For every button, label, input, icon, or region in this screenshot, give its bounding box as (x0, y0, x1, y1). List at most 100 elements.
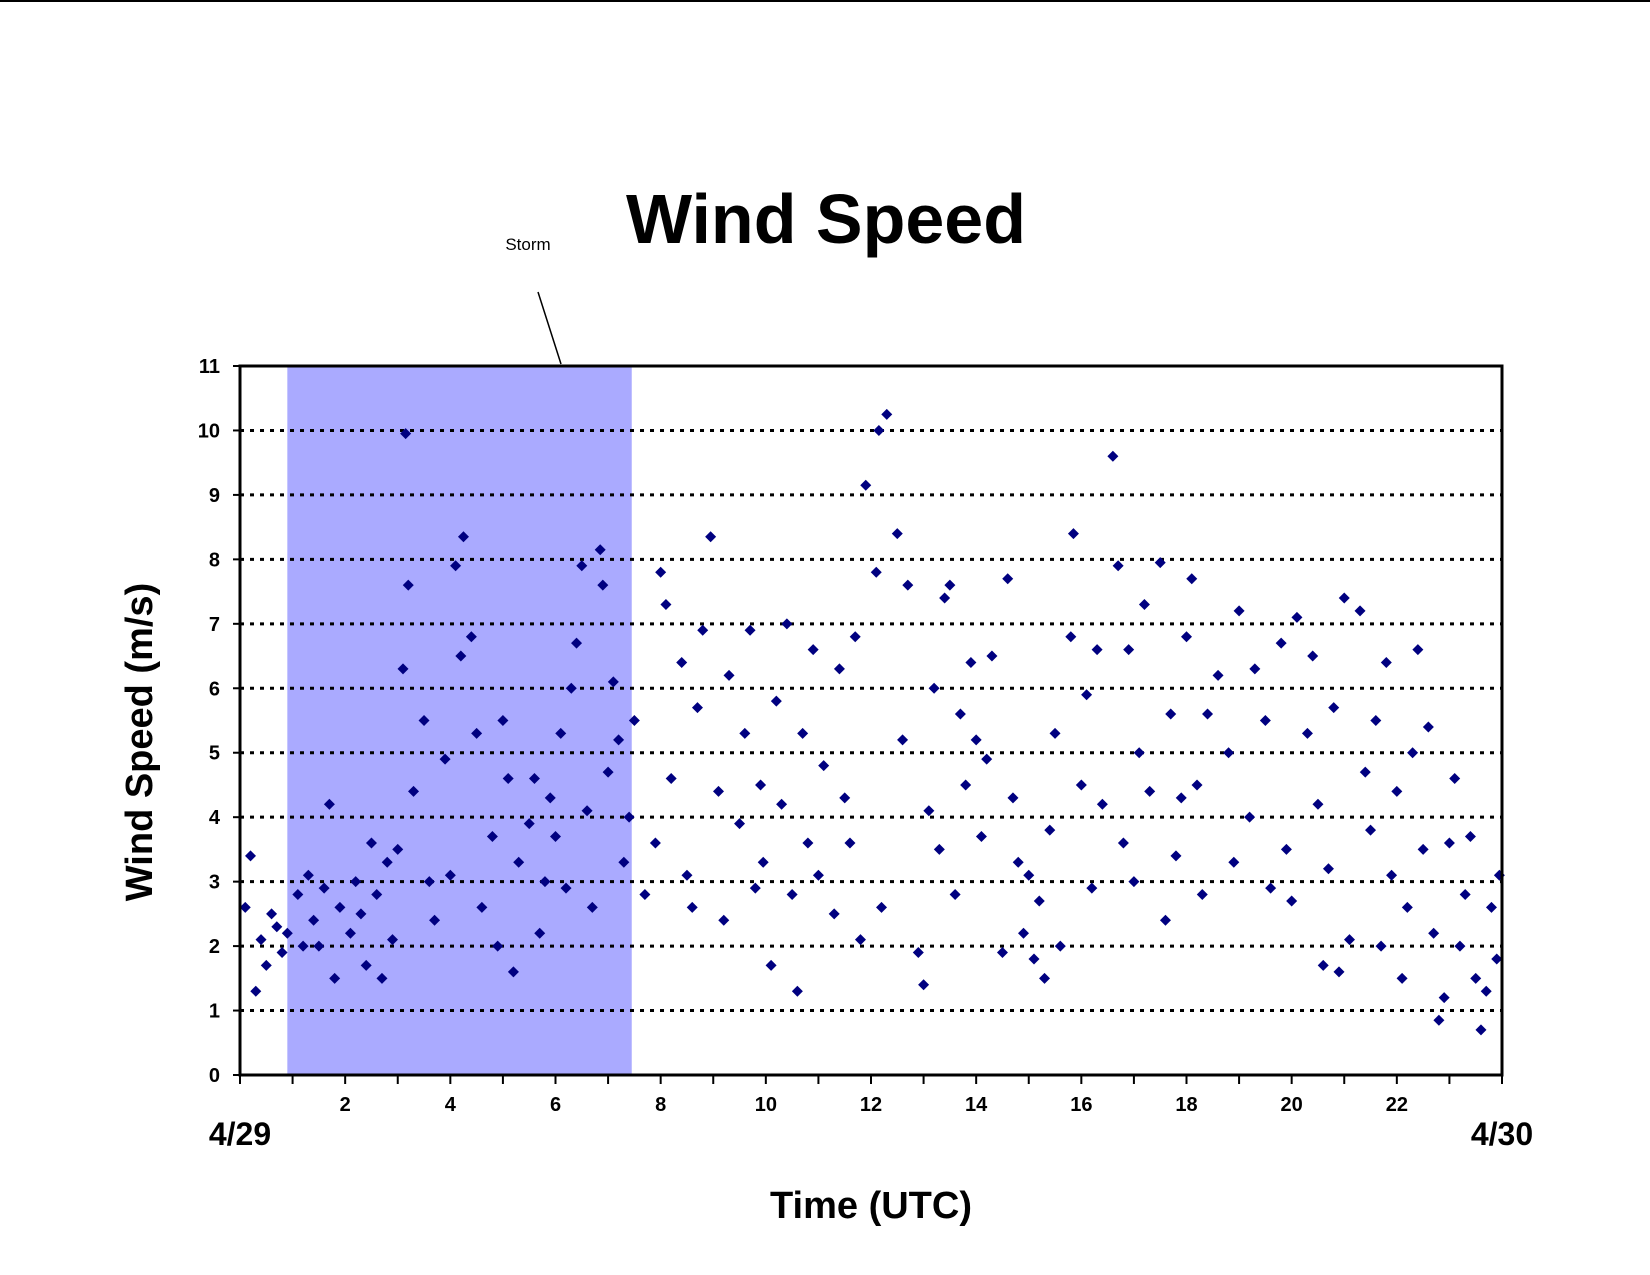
data-point (1317, 959, 1329, 971)
data-point (755, 779, 767, 791)
data-point (1175, 792, 1187, 804)
data-point (665, 773, 677, 785)
data-point (996, 947, 1008, 959)
data-point (1480, 985, 1492, 997)
data-point (492, 940, 504, 952)
data-point (854, 934, 866, 946)
data-point (891, 528, 903, 540)
data-point (1049, 727, 1061, 739)
data-point (1044, 824, 1056, 836)
data-point (455, 650, 467, 662)
data-point (397, 663, 409, 675)
data-point (313, 940, 325, 952)
data-point (1275, 637, 1287, 649)
x-tick-label: 22 (1386, 1094, 1408, 1116)
data-point (555, 727, 567, 739)
data-point (718, 914, 730, 926)
data-point (1491, 953, 1503, 965)
data-point (770, 695, 782, 707)
data-point (350, 876, 362, 888)
data-point (1002, 573, 1014, 585)
data-point (739, 727, 751, 739)
data-point (1454, 940, 1466, 952)
data-point (594, 544, 606, 556)
data-point (705, 531, 717, 543)
data-point (1422, 721, 1434, 733)
data-point (1096, 798, 1108, 810)
data-point (844, 837, 856, 849)
data-point (960, 779, 972, 791)
data-point (723, 669, 735, 681)
data-point (457, 531, 469, 543)
data-point (355, 908, 367, 920)
y-tick-label: 0 (209, 1065, 220, 1087)
data-point (308, 914, 320, 926)
data-point (1144, 785, 1156, 797)
data-point (1233, 605, 1245, 617)
data-point (1443, 837, 1455, 849)
y-tick-label: 11 (199, 356, 220, 378)
data-point (292, 889, 304, 901)
data-point (323, 798, 335, 810)
data-point (1475, 1024, 1487, 1036)
data-point (860, 479, 872, 491)
data-point (497, 715, 509, 726)
data-point (576, 560, 588, 572)
data-point (1017, 927, 1029, 939)
data-point (1291, 611, 1303, 623)
data-point (923, 805, 935, 817)
data-point (1280, 843, 1292, 855)
data-point (981, 753, 993, 765)
data-point (1401, 901, 1413, 913)
data-point (534, 927, 546, 939)
data-point (1112, 560, 1124, 572)
data-point (560, 882, 572, 894)
data-point (418, 715, 430, 726)
data-point (1023, 869, 1035, 881)
data-point (807, 644, 819, 656)
data-point (1312, 798, 1324, 810)
y-tick-label: 8 (209, 549, 220, 571)
data-point (476, 901, 488, 913)
data-point (1181, 631, 1192, 643)
x-tick-label: 4/30 (1471, 1116, 1533, 1152)
data-point (686, 901, 698, 913)
data-point (1286, 895, 1298, 907)
data-point (660, 598, 672, 610)
data-point (933, 843, 945, 855)
y-tick-label: 6 (209, 678, 220, 700)
data-point (1128, 876, 1140, 888)
data-point (786, 889, 798, 901)
data-point (1365, 824, 1377, 836)
data-point (1375, 940, 1387, 952)
data-point (1191, 779, 1203, 791)
data-point (539, 876, 551, 888)
y-tick-label: 4 (209, 807, 221, 829)
data-point (1391, 785, 1403, 797)
data-point (1485, 901, 1497, 913)
data-point (818, 760, 830, 772)
data-point (1054, 940, 1066, 952)
x-tick-label: 8 (655, 1094, 666, 1116)
data-point (655, 566, 667, 578)
x-tick-label: 10 (755, 1094, 777, 1116)
data-point (1159, 914, 1171, 926)
data-point (360, 959, 372, 971)
data-point (302, 869, 314, 881)
data-point (691, 702, 703, 714)
x-tick-label: 4 (445, 1094, 457, 1116)
data-point (1417, 843, 1429, 855)
data-point (597, 579, 609, 591)
data-point (1344, 934, 1356, 946)
y-tick-label: 10 (198, 420, 220, 442)
data-point (1212, 669, 1224, 681)
data-point (1067, 528, 1079, 540)
data-point (400, 428, 412, 440)
data-point (697, 624, 709, 636)
data-point (344, 927, 356, 939)
data-point (812, 869, 824, 881)
data-point (1086, 882, 1098, 894)
y-tick-label: 9 (209, 485, 220, 507)
data-point (744, 624, 756, 636)
